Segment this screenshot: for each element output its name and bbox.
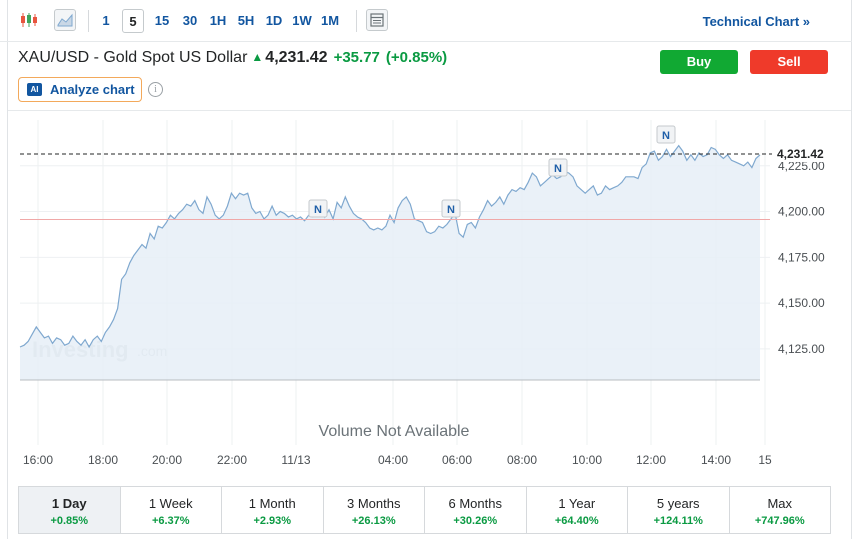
timeframe-15[interactable]: 15 bbox=[154, 13, 170, 28]
news-marker-label: N bbox=[314, 204, 322, 216]
x-tick-label: 22:00 bbox=[217, 453, 247, 467]
timeframe-5[interactable]: 5 bbox=[122, 9, 144, 33]
header-divider bbox=[8, 110, 851, 111]
toolbar-divider bbox=[356, 10, 357, 32]
y-tick-label: 4,225.00 bbox=[778, 159, 825, 173]
period-change: +6.37% bbox=[151, 515, 190, 527]
info-icon[interactable]: i bbox=[148, 82, 163, 97]
news-marker bbox=[441, 199, 461, 218]
ai-icon: AI bbox=[27, 83, 42, 96]
price-change-percent: (+0.85%) bbox=[385, 49, 448, 66]
x-tick-label: 08:00 bbox=[507, 453, 537, 467]
instrument-title: XAU/USD - Gold Spot US Dollar bbox=[18, 49, 248, 66]
period-change: +64.40% bbox=[554, 515, 599, 527]
period-label: 1 Week bbox=[148, 496, 193, 511]
period-change: +0.85% bbox=[50, 515, 89, 527]
period-change: +30.26% bbox=[453, 515, 498, 527]
analyze-chart-label: Analyze chart bbox=[50, 82, 135, 97]
period-change: +747.96% bbox=[754, 515, 805, 527]
news-marker-label: N bbox=[554, 163, 562, 175]
timeframe-1m[interactable]: 1M bbox=[320, 13, 340, 28]
news-marker bbox=[656, 125, 676, 144]
period-change: +2.93% bbox=[253, 515, 292, 527]
y-tick-label: 4,200.00 bbox=[778, 205, 825, 219]
period-tab[interactable]: 1 Week +6.37% bbox=[121, 487, 222, 533]
up-arrow-icon: ▲ bbox=[251, 50, 264, 64]
sell-button[interactable]: Sell bbox=[750, 50, 828, 74]
y-tick-label: 4,150.00 bbox=[778, 296, 825, 310]
period-label: 3 Months bbox=[347, 496, 401, 511]
period-label: 5 years bbox=[656, 496, 700, 511]
period-label: 1 Year bbox=[558, 496, 596, 511]
y-tick-label: 4,125.00 bbox=[778, 342, 825, 356]
period-change: +124.11% bbox=[653, 515, 703, 527]
table-icon[interactable] bbox=[366, 9, 388, 31]
x-tick-label: 12:00 bbox=[636, 453, 666, 467]
period-tab[interactable]: Max +747.96% bbox=[730, 487, 831, 533]
volume-not-available: Volume Not Available bbox=[319, 423, 470, 440]
period-tab[interactable]: 1 Month +2.93% bbox=[222, 487, 324, 533]
period-tab[interactable]: 1 Day +0.85% bbox=[19, 487, 121, 533]
instrument-header: XAU/USD - Gold Spot US Dollar ▲ 4,231.42 +3… bbox=[18, 49, 447, 67]
timeframe-5h[interactable]: 5H bbox=[237, 13, 255, 28]
timeframe-1h[interactable]: 1H bbox=[209, 13, 227, 28]
period-tab[interactable]: 6 Months +30.26% bbox=[425, 487, 527, 533]
last-price-tag-label: 4,231.42 bbox=[777, 147, 824, 161]
period-label: 6 Months bbox=[448, 496, 502, 511]
news-marker bbox=[548, 158, 568, 177]
technical-chart-link[interactable]: Technical Chart » bbox=[702, 14, 810, 29]
toolbar-divider bbox=[88, 10, 89, 32]
timeframe-1d[interactable]: 1D bbox=[265, 13, 283, 28]
x-tick-label: 04:00 bbox=[378, 453, 408, 467]
timeframe-30[interactable]: 30 bbox=[182, 13, 198, 28]
candlestick-icon[interactable] bbox=[18, 9, 40, 31]
chart-toolbar: Technical Chart » 1 5 15 30 1H 5H 1D 1W 1M bbox=[0, 0, 852, 42]
timeframe-1[interactable]: 1 bbox=[102, 13, 110, 28]
news-marker-label: N bbox=[447, 204, 455, 216]
x-tick-label: 16:00 bbox=[23, 453, 53, 467]
period-tab[interactable]: 3 Months +26.13% bbox=[324, 487, 425, 533]
x-tick-label: 15 bbox=[758, 453, 772, 467]
timeframe-1w[interactable]: 1W bbox=[292, 13, 312, 28]
x-tick-label: 20:00 bbox=[152, 453, 182, 467]
y-tick-label: 4,175.00 bbox=[778, 250, 825, 264]
period-label: 1 Day bbox=[51, 496, 87, 511]
x-tick-label: 18:00 bbox=[88, 453, 118, 467]
x-tick-label: 14:00 bbox=[701, 453, 731, 467]
last-price-tag bbox=[774, 146, 828, 163]
analyze-chart-button[interactable]: AI Analyze chart bbox=[18, 77, 142, 102]
x-tick-label: 11/13 bbox=[281, 453, 310, 467]
buy-button[interactable]: Buy bbox=[660, 50, 738, 74]
period-selector: 1 Day +0.85% 1 Week +6.37% 1 Month +2.93% 3 Mo… bbox=[18, 486, 831, 534]
period-label: 1 Month bbox=[248, 496, 296, 511]
news-marker bbox=[308, 199, 328, 218]
period-tab[interactable]: 5 years +124.11% bbox=[628, 487, 730, 533]
price-change: +35.77 bbox=[333, 49, 380, 66]
news-marker-label: N bbox=[662, 130, 670, 142]
price-chart[interactable]: Investing.com4,225.004,200.004,175.004,1… bbox=[0, 110, 852, 486]
area-chart-icon[interactable] bbox=[54, 9, 76, 31]
last-price: 4,231.42 bbox=[265, 49, 328, 66]
x-tick-label: 10:00 bbox=[572, 453, 602, 467]
x-tick-label: 06:00 bbox=[442, 453, 472, 467]
price-area-fill bbox=[20, 145, 760, 380]
period-tab[interactable]: 1 Year +64.40% bbox=[527, 487, 628, 533]
period-change: +26.13% bbox=[351, 515, 396, 527]
period-label: Max bbox=[767, 496, 793, 511]
price-line bbox=[19, 144, 761, 349]
